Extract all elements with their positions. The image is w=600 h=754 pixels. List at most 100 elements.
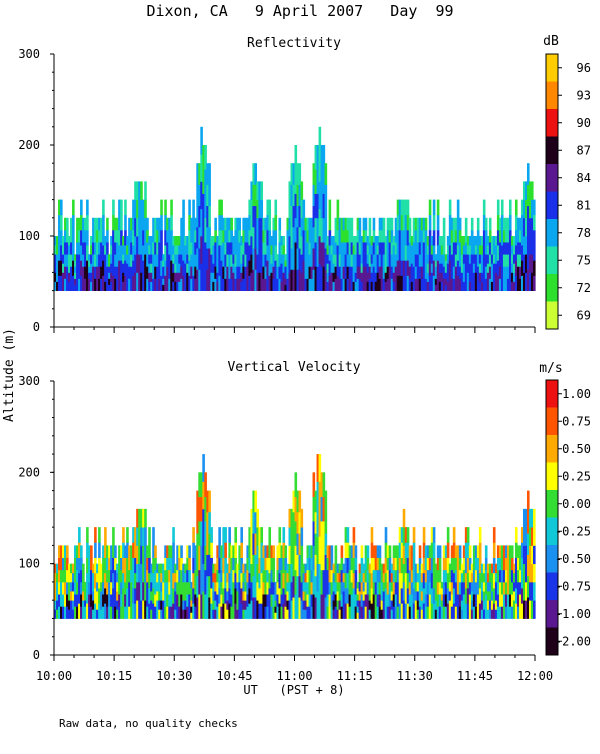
echo-cell bbox=[316, 266, 320, 291]
echo-cell bbox=[140, 181, 143, 200]
echo-cell bbox=[138, 508, 141, 528]
echo-cell bbox=[442, 229, 446, 243]
echo-cell bbox=[422, 527, 426, 543]
echo-cell bbox=[160, 229, 163, 246]
echo-cell bbox=[314, 575, 318, 598]
echo-cell bbox=[240, 245, 243, 255]
echo-cell bbox=[302, 591, 306, 601]
echo-cell bbox=[140, 600, 143, 619]
echo-cell bbox=[392, 581, 396, 595]
echo-cell bbox=[230, 242, 233, 255]
echo-cell bbox=[110, 272, 113, 282]
echo-cell bbox=[428, 229, 432, 246]
echo-cell bbox=[392, 254, 396, 264]
echo-cell bbox=[94, 603, 97, 619]
echo-cell bbox=[416, 572, 420, 583]
echo-cell bbox=[256, 181, 260, 200]
echo-cell bbox=[306, 217, 310, 231]
echo-cell bbox=[330, 245, 334, 255]
echo-cell bbox=[533, 214, 536, 231]
echo-cell bbox=[408, 557, 412, 571]
echo-cell bbox=[82, 581, 85, 592]
echo-cell bbox=[126, 572, 129, 589]
echo-cell bbox=[222, 217, 225, 231]
echo-cell bbox=[526, 248, 530, 270]
echo-cell bbox=[330, 569, 334, 583]
echo-cell bbox=[230, 217, 233, 231]
colorbar-label: 0.25 bbox=[562, 469, 591, 483]
echo-cell bbox=[384, 557, 388, 574]
echo-cell bbox=[472, 263, 476, 273]
echo-cell bbox=[242, 266, 245, 279]
echo-cell bbox=[338, 254, 342, 267]
echo-cell bbox=[154, 581, 157, 595]
echo-cell bbox=[402, 563, 406, 583]
echo-cell bbox=[238, 606, 241, 619]
echo-cell bbox=[78, 588, 81, 604]
echo-cell bbox=[430, 245, 434, 255]
echo-cell bbox=[510, 545, 514, 558]
echo-cell bbox=[114, 581, 117, 595]
colorbar-swatch bbox=[546, 109, 558, 137]
echo-cell bbox=[176, 569, 179, 583]
echo-cell bbox=[288, 581, 292, 601]
echo-cell bbox=[496, 594, 500, 607]
colorbar-label: 96 bbox=[577, 61, 591, 75]
echo-cell bbox=[374, 545, 378, 558]
echo-cell bbox=[144, 254, 147, 273]
echo-cell bbox=[132, 260, 135, 276]
echo-cell bbox=[60, 275, 63, 291]
echo-cell bbox=[394, 254, 398, 267]
echo-cell bbox=[90, 606, 93, 619]
echo-cell bbox=[526, 490, 530, 513]
echo-cell bbox=[248, 275, 251, 291]
echo-cell bbox=[124, 214, 127, 231]
echo-cell bbox=[150, 254, 153, 264]
colorbar-label: 78 bbox=[577, 226, 591, 240]
echo-cell bbox=[362, 266, 366, 279]
echo-cell bbox=[420, 600, 424, 610]
echo-cell bbox=[296, 554, 300, 577]
echo-cell bbox=[390, 609, 394, 619]
echo-cell bbox=[533, 245, 536, 261]
echo-cell bbox=[462, 254, 466, 264]
echo-cell bbox=[328, 214, 332, 231]
echo-cell bbox=[262, 545, 266, 558]
echo-cell bbox=[268, 588, 272, 604]
echo-cell bbox=[426, 606, 430, 619]
echo-cell bbox=[362, 229, 366, 243]
echo-cell bbox=[212, 572, 215, 583]
echo-cell bbox=[78, 217, 81, 231]
echo-cell bbox=[114, 254, 117, 267]
echo-cell bbox=[410, 254, 414, 264]
echo-cell bbox=[218, 527, 221, 543]
echo-cell bbox=[518, 594, 522, 607]
echo-cell bbox=[514, 527, 518, 543]
echo-cell bbox=[254, 511, 258, 534]
echo-cell bbox=[430, 557, 434, 574]
colorbar-label: -0.50 bbox=[555, 552, 591, 566]
echo-cell bbox=[394, 545, 398, 558]
echo-cell bbox=[266, 245, 270, 261]
echo-cell bbox=[90, 263, 93, 273]
echo-cell bbox=[406, 588, 410, 604]
echo-cell bbox=[408, 242, 412, 255]
echo-cell bbox=[64, 254, 67, 267]
echo-cell bbox=[476, 569, 480, 583]
echo-cell bbox=[366, 236, 370, 246]
echo-cell bbox=[232, 581, 235, 595]
echo-cell bbox=[476, 242, 480, 255]
echo-cell bbox=[340, 557, 344, 571]
echo-cell bbox=[302, 214, 306, 231]
echo-cell bbox=[442, 581, 446, 595]
colorbar-swatch bbox=[546, 517, 558, 546]
echo-cell bbox=[260, 236, 264, 255]
echo-cell bbox=[466, 263, 470, 273]
echo-cell bbox=[442, 594, 446, 607]
echo-cell bbox=[84, 278, 87, 291]
echo-cell bbox=[66, 594, 69, 607]
echo-cell bbox=[144, 545, 147, 565]
echo-cell bbox=[450, 606, 454, 619]
echo-cell bbox=[80, 214, 83, 231]
echo-cell bbox=[508, 214, 512, 231]
